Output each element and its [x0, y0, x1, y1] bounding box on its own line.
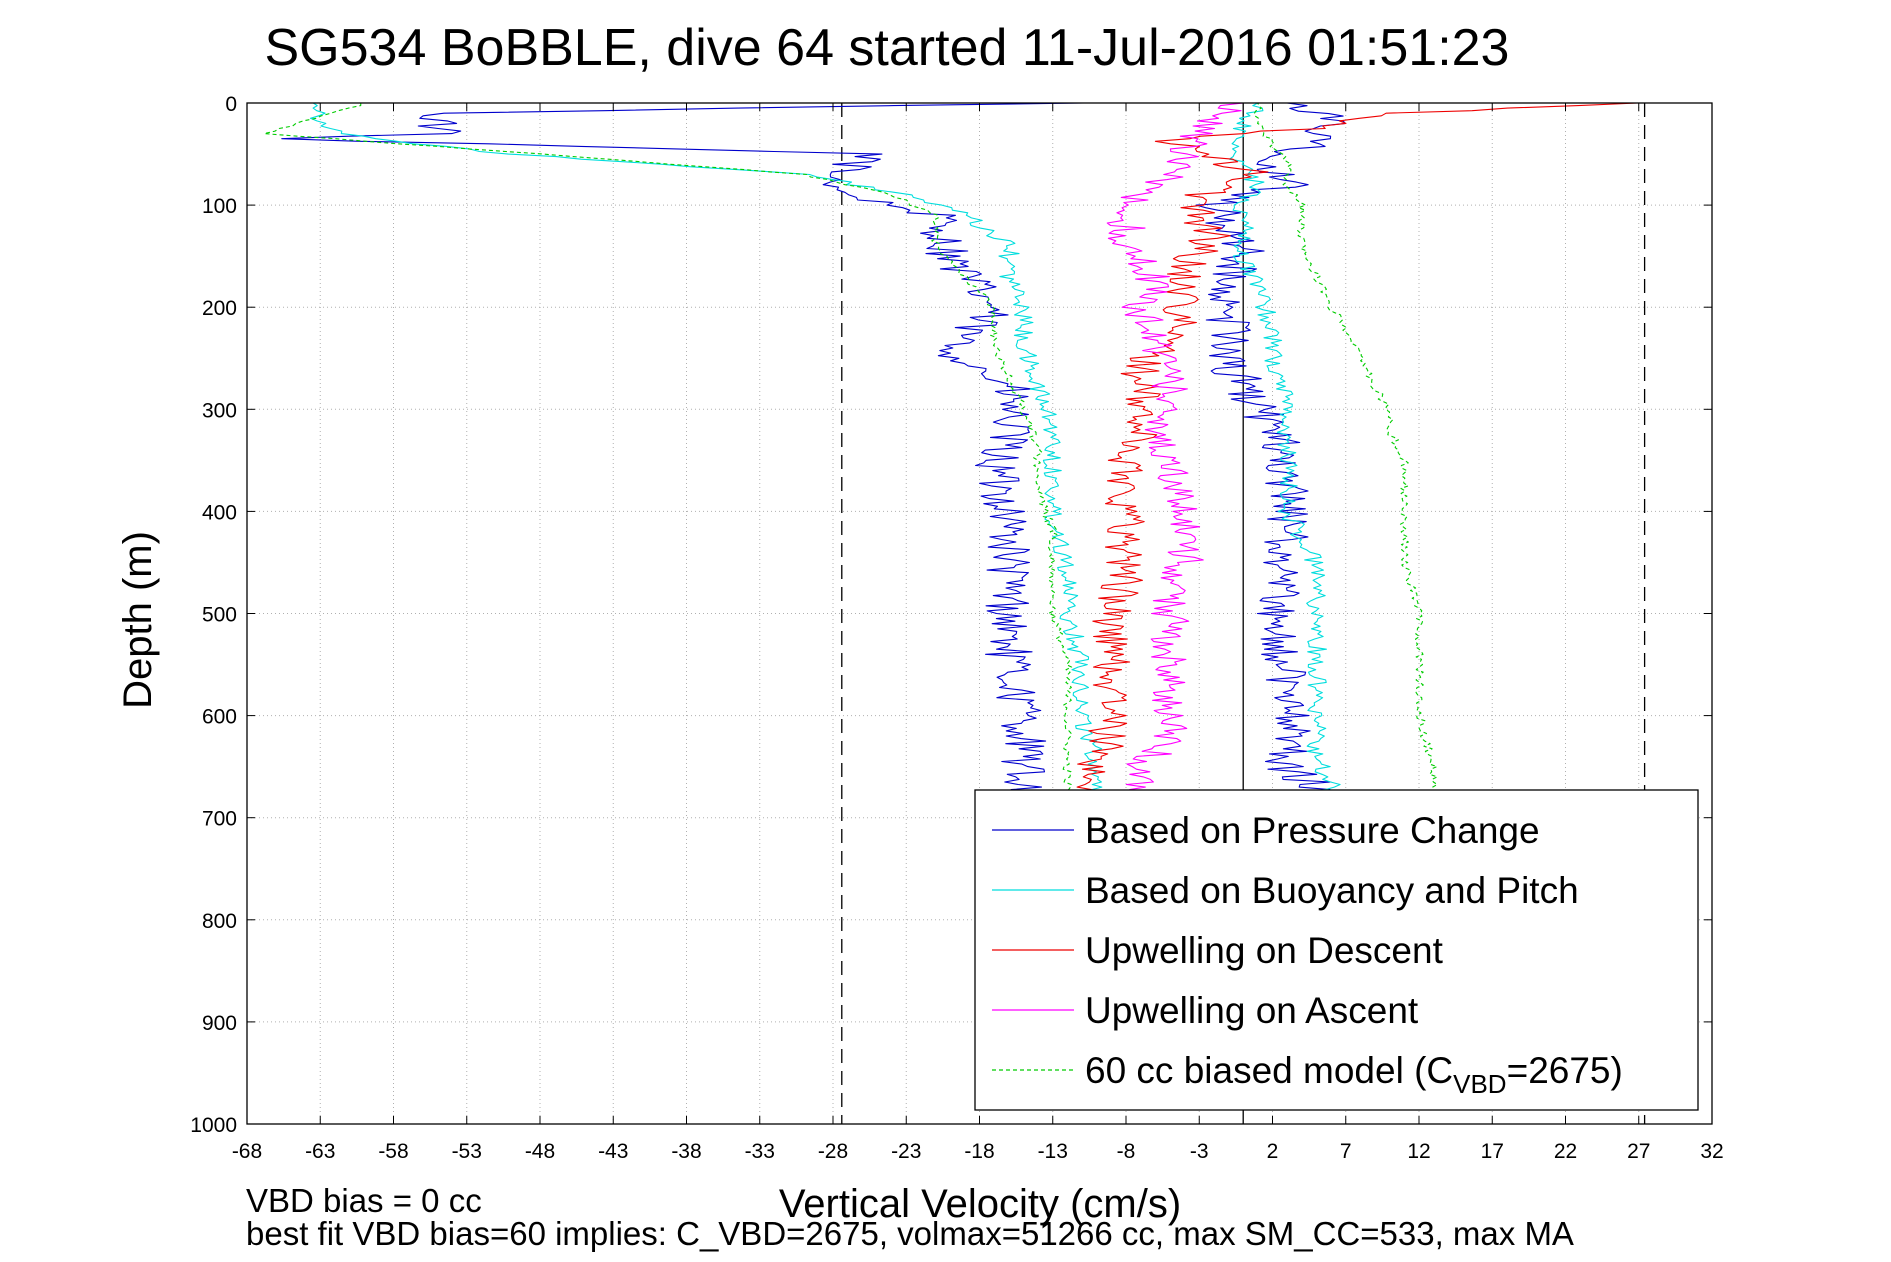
- x-tick-label: 2: [1267, 1140, 1279, 1163]
- legend-label: Based on Pressure Change: [1085, 810, 1540, 851]
- x-tick-label: -33: [745, 1140, 775, 1163]
- chart-title: SG534 BoBBLE, dive 64 started 11-Jul-201…: [265, 19, 1510, 77]
- y-tick-label: 200: [202, 297, 237, 320]
- x-tick-label: 22: [1554, 1140, 1577, 1163]
- x-tick-label: 27: [1627, 1140, 1650, 1163]
- legend-label: Based on Buoyancy and Pitch: [1085, 870, 1579, 911]
- y-tick-label: 500: [202, 604, 237, 627]
- legend-label-suffix: =2675): [1507, 1050, 1623, 1091]
- legend-label: 60 cc biased model (CVBD=2675): [1085, 1050, 1623, 1099]
- x-tick-label: 12: [1407, 1140, 1430, 1163]
- x-tick-label: -18: [964, 1140, 994, 1163]
- x-axis-label: Vertical Velocity (cm/s): [779, 1182, 1181, 1226]
- x-tick-label: -43: [598, 1140, 628, 1163]
- footer-line-2: best fit VBD bias=60 implies: C_VBD=2675…: [246, 1215, 1574, 1252]
- series-line: [1106, 102, 1244, 819]
- x-tick-label: 7: [1340, 1140, 1352, 1163]
- x-tick-label: -53: [452, 1140, 482, 1163]
- y-tick-label: 400: [202, 501, 237, 524]
- x-tick-label: 32: [1700, 1140, 1723, 1163]
- x-tick-label: -8: [1117, 1140, 1136, 1163]
- y-tick-label: 0: [225, 93, 237, 116]
- y-tick-label: 700: [202, 808, 237, 831]
- x-tick-label: -28: [818, 1140, 848, 1163]
- y-tick-label: 100: [202, 195, 237, 218]
- x-tick-label: -68: [232, 1140, 262, 1163]
- y-tick-label: 800: [202, 910, 237, 933]
- legend-label: Upwelling on Ascent: [1085, 990, 1419, 1031]
- x-tick-label: -3: [1190, 1140, 1209, 1163]
- legend-label: Upwelling on Descent: [1085, 930, 1444, 971]
- legend-label-subscript: VBD: [1453, 1069, 1506, 1099]
- y-tick-labels: 0 100 200 300 400 500 600 700 800 900 1000: [190, 93, 1712, 1137]
- x-tick-label: -38: [671, 1140, 701, 1163]
- y-tick-label: 1000: [190, 1114, 237, 1137]
- x-tick-label: -13: [1038, 1140, 1068, 1163]
- footer-line-1: VBD bias = 0 cc: [246, 1182, 482, 1219]
- x-tick-label: -58: [378, 1140, 408, 1163]
- y-tick-label: 900: [202, 1012, 237, 1035]
- legend-box: [974, 789, 1699, 1111]
- y-tick-label: 600: [202, 706, 237, 729]
- legend: Based on Pressure Change Based on Buoyanc…: [974, 789, 1699, 1111]
- x-tick-labels: -68 -63 -58 -53 -48 -43 -38 -33 -28 -23 -18 -13 -8 -3…: [232, 103, 1724, 1163]
- x-tick-label: -23: [891, 1140, 921, 1163]
- x-tick-label: -63: [305, 1140, 335, 1163]
- y-tick-label: 300: [202, 399, 237, 422]
- x-tick-label: 17: [1481, 1140, 1504, 1163]
- series-line: [1074, 102, 1638, 809]
- y-axis-label: Depth (m): [116, 531, 160, 709]
- x-tick-label: -48: [525, 1140, 555, 1163]
